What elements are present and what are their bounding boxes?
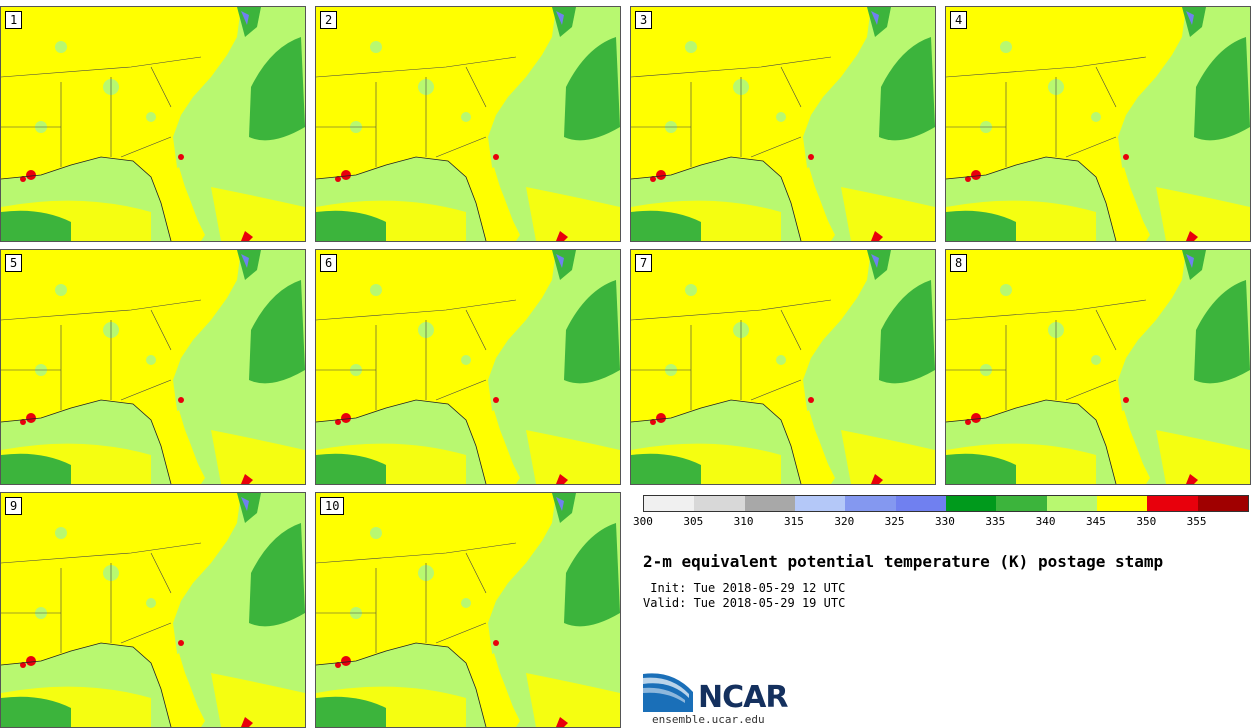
panel-number: 7	[635, 254, 653, 272]
panel-number: 3	[635, 11, 653, 29]
colorbar-tick-label: 320	[834, 515, 855, 528]
panel-number: 4	[950, 11, 968, 29]
panel-number: 10	[320, 497, 345, 515]
colorbar-bin	[1147, 496, 1198, 511]
init-time: Init: Tue 2018-05-29 12 UTC	[643, 581, 846, 595]
valid-time: Valid: Tue 2018-05-29 19 UTC	[643, 596, 846, 610]
map-panel: 10	[315, 492, 621, 728]
colorbar-bin	[744, 496, 795, 511]
panel-number: 9	[5, 497, 23, 515]
ncar-logo	[643, 673, 693, 712]
colorbar-tick-label: 340	[1035, 515, 1056, 528]
map-panel: 3	[630, 6, 936, 242]
colorbar-ticks: 300 305 310 315 320 325 330 335 340 345 350 355	[633, 515, 1260, 529]
colorbar-bin	[1197, 496, 1248, 511]
panel-number: 5	[5, 254, 23, 272]
panel-number: 1	[5, 11, 23, 29]
logo-text: NCAR	[698, 680, 788, 715]
colorbar-bin	[996, 496, 1047, 511]
colorbar-tick-label: 315	[784, 515, 804, 528]
colorbar-tick-label: 345	[1086, 515, 1106, 528]
plot-title: 2-m equivalent potential temperature (K)…	[643, 552, 1164, 571]
colorbar-tick-label: 350	[1136, 515, 1157, 528]
colorbar-bin	[794, 496, 846, 511]
map-panel: 8	[945, 249, 1251, 485]
colorbar-tick-label: 310	[733, 515, 754, 528]
colorbar-bin	[945, 496, 997, 511]
logo-url: ensemble.ucar.edu	[652, 713, 765, 726]
colorbar-tick-label: 325	[884, 515, 905, 528]
map-panel: 9	[0, 492, 306, 728]
colorbar-tick-label: 335	[985, 515, 1006, 528]
colorbar-bin	[644, 496, 695, 511]
colorbar-tick-label: 300	[633, 515, 653, 528]
map-panel: 6	[315, 249, 621, 485]
colorbar-bin	[1046, 496, 1097, 511]
map-panel: 5	[0, 249, 306, 485]
map-panel: 4	[945, 6, 1251, 242]
panel-number: 2	[320, 11, 338, 29]
colorbar-tick-label: 355	[1186, 515, 1207, 528]
colorbar-bin	[895, 496, 946, 511]
colorbar	[643, 495, 1249, 512]
map-panel: 1	[0, 6, 306, 242]
colorbar-bin	[1096, 496, 1148, 511]
colorbar-bin	[694, 496, 745, 511]
map-panel: 7	[630, 249, 936, 485]
colorbar-tick-label: 305	[683, 515, 704, 528]
map-panel: 2	[315, 6, 621, 242]
panel-number: 8	[950, 254, 968, 272]
colorbar-bin	[845, 496, 896, 511]
panel-number: 6	[320, 254, 338, 272]
colorbar-tick-label: 330	[935, 515, 955, 528]
